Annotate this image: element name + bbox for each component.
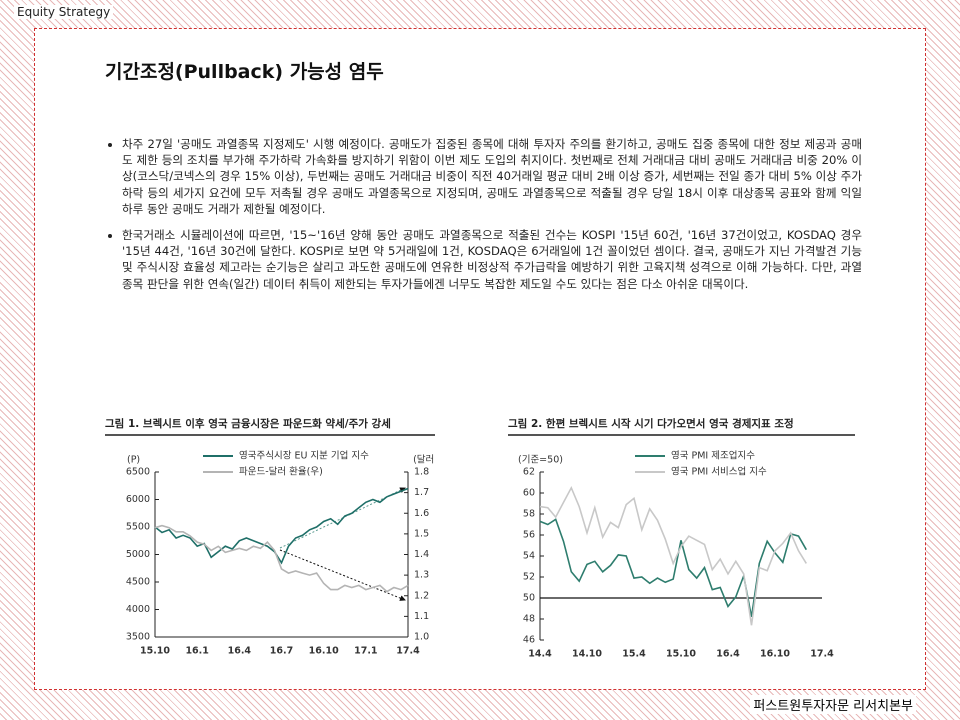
y-tick-label: 5000: [126, 549, 150, 560]
bullet-list: 차주 27일 '공매도 과열종목 지정제도' 시행 예정이다. 공매도가 집중된…: [104, 136, 862, 302]
title: 기간조정(Pullback) 가능성 염두: [105, 61, 384, 83]
series-line: [154, 524, 409, 593]
series-line: [154, 487, 409, 565]
figure-title: 그림 1. 브렉시트 이후 영국 금융시장은 파운드화 약세/주가 강세: [105, 416, 435, 436]
legend-label: 영국 PMI 서비스업 지수: [671, 466, 767, 478]
x-tick-label: 16.4: [228, 646, 252, 657]
legend-label: 영국 PMI 제조업지수: [671, 450, 755, 462]
x-tick-label: 16.7: [270, 646, 293, 657]
x-tick-label: 16.4: [716, 649, 740, 660]
chart: 46 48 50 52 54 56 58 60 62(기준=50) 14.4 14.10 15.4 15…: [518, 450, 834, 660]
y2-tick-label: 1.6: [414, 508, 429, 519]
x-tick-label: 16.10: [760, 649, 790, 660]
trend-arrow: [279, 549, 406, 601]
content-box: [34, 28, 926, 690]
y-tick-label: 58: [523, 509, 535, 520]
y-tick-label: 6500: [126, 467, 150, 478]
y-tick-label: 4500: [126, 577, 150, 588]
x-tick-label: 16.1: [185, 646, 208, 657]
header-label: Equity Strategy: [14, 5, 114, 19]
x-tick-label: 17.4: [396, 646, 420, 657]
y2-tick-label: 1.4: [414, 549, 429, 560]
x-tick-label: 17.1: [354, 646, 377, 657]
y-tick-label: 62: [523, 467, 535, 478]
x-tick-label: 16.10: [309, 646, 339, 657]
y-tick-label: 50: [523, 593, 535, 604]
y-tick-label: 46: [523, 635, 535, 646]
series-line: [539, 518, 807, 618]
y2-tick-label: 1.0: [414, 632, 429, 643]
x-tick-label: 17.4: [810, 649, 834, 660]
y2-axis-label: (달러): [413, 454, 435, 466]
x-tick-label: 14.4: [528, 649, 552, 660]
y-tick-label: 54: [523, 551, 535, 562]
bullet: 한국거래소 시뮬레이션에 따르면, '15~'16년 양해 동안 공매도 과열종…: [122, 227, 862, 292]
footer: 퍼스트원투자자문 리서치본부: [750, 695, 916, 714]
y2-tick-label: 1.2: [414, 590, 429, 601]
y-tick-label: 4000: [126, 604, 150, 615]
y-tick-label: 3500: [126, 632, 150, 643]
legend-label: 영국주식시장 EU 지분 기업 지수: [239, 450, 369, 462]
y-tick-label: 52: [523, 572, 535, 583]
x-tick-label: 15.10: [666, 649, 696, 660]
y2-tick-label: 1.7: [414, 487, 429, 498]
y2-tick-label: 1.1: [414, 611, 429, 622]
chart: 3500 4000 4500 5000 5500 6000 6500 1.0 1.1 1.2 1.3…: [126, 450, 435, 657]
y-tick-label: 48: [523, 614, 535, 625]
bullet: 차주 27일 '공매도 과열종목 지정제도' 시행 예정이다. 공매도가 집중된…: [122, 136, 862, 217]
figure-title: 그림 2. 한편 브렉시트 시작 시기 다가오면서 영국 경제지표 조정: [508, 416, 855, 436]
y-axis-label: (P): [127, 455, 140, 466]
y-tick-label: 56: [523, 530, 535, 541]
y2-tick-label: 1.5: [414, 528, 429, 539]
y-tick-label: 60: [523, 488, 535, 499]
y2-tick-label: 1.8: [414, 467, 429, 478]
series-line: [539, 485, 807, 626]
y-tick-label: 6000: [126, 494, 150, 505]
x-tick-label: 14.10: [572, 649, 602, 660]
x-tick-label: 15.10: [140, 646, 170, 657]
legend-label: 파운드-달러 환율(우): [239, 466, 323, 478]
x-tick-label: 15.4: [622, 649, 646, 660]
y-axis-label: (기준=50): [518, 455, 563, 466]
y-tick-label: 5500: [126, 522, 150, 533]
y2-tick-label: 1.3: [414, 570, 429, 581]
